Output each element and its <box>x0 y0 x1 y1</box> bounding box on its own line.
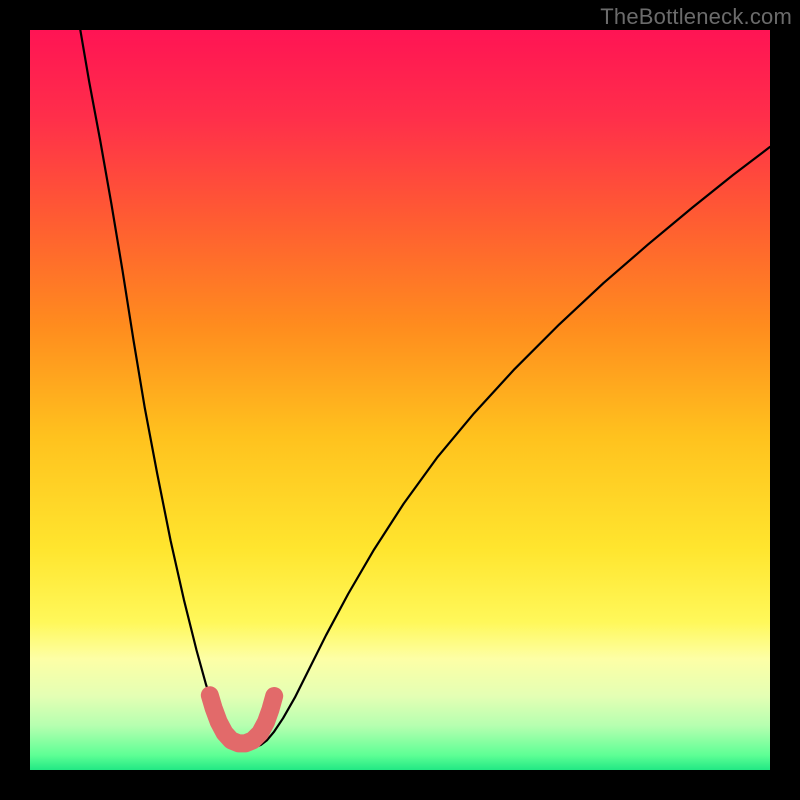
chart-frame: TheBottleneck.com <box>0 0 800 800</box>
plot-area <box>30 30 770 770</box>
watermark-text: TheBottleneck.com <box>600 4 792 30</box>
gradient-background <box>30 30 770 770</box>
chart-svg <box>30 30 770 770</box>
